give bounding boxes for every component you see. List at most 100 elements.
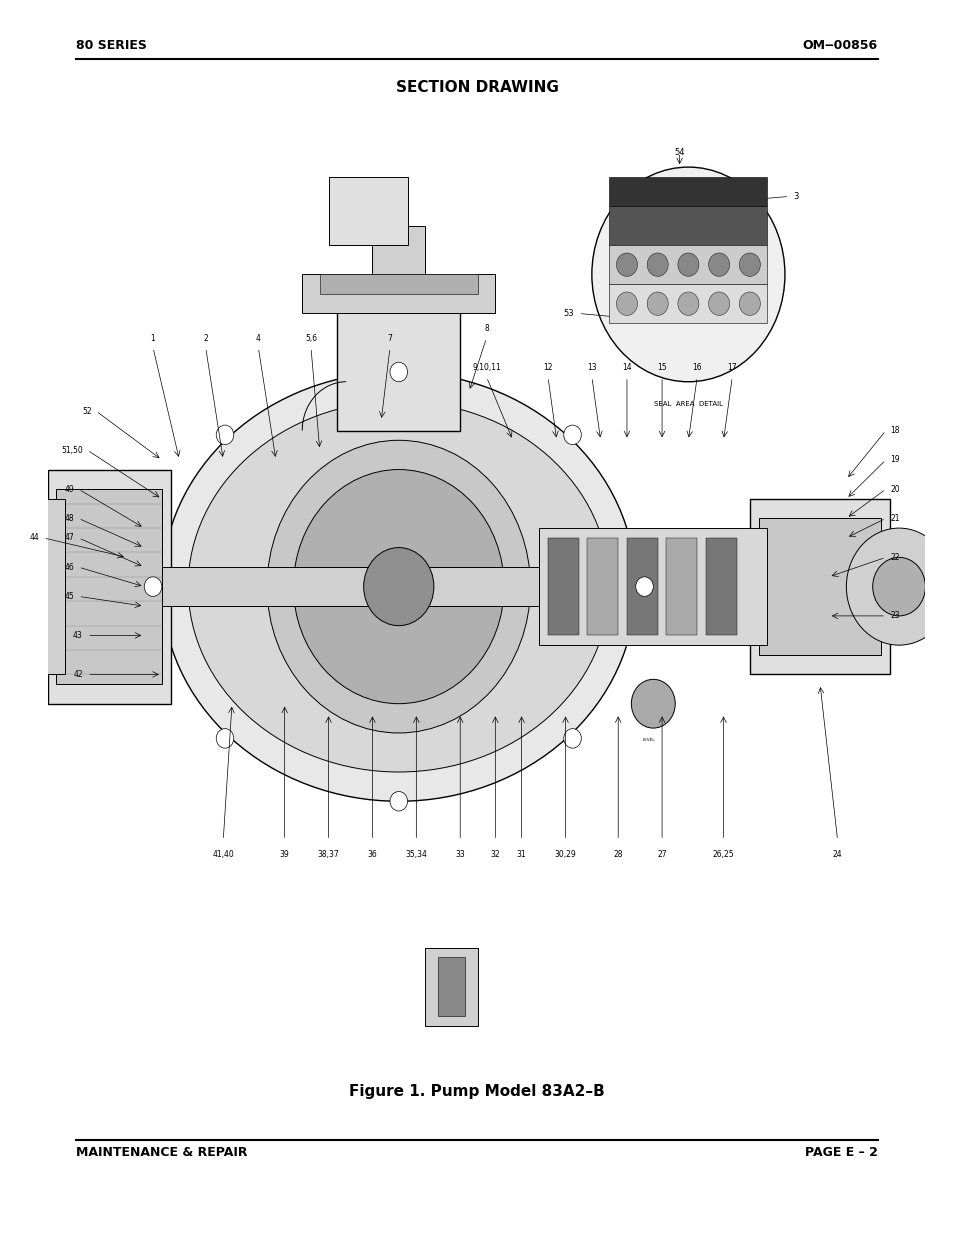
Text: 26,25: 26,25 (712, 850, 734, 860)
Text: 43: 43 (73, 631, 83, 640)
Text: 45: 45 (64, 592, 74, 601)
Text: 53: 53 (563, 309, 574, 317)
Bar (437, 957, 464, 1016)
Text: 20: 20 (889, 484, 899, 494)
Text: 21: 21 (889, 514, 899, 522)
Bar (609, 177, 766, 206)
Text: 4: 4 (255, 333, 260, 342)
Bar (302, 274, 495, 314)
Text: SECTION DRAWING: SECTION DRAWING (395, 80, 558, 95)
Ellipse shape (188, 401, 609, 772)
Text: 30,29: 30,29 (554, 850, 576, 860)
Bar (337, 294, 459, 431)
Circle shape (390, 792, 407, 811)
Text: LEVEL: LEVEL (642, 737, 655, 742)
Text: 15: 15 (657, 363, 666, 372)
Ellipse shape (162, 372, 635, 802)
Text: 36: 36 (367, 850, 377, 860)
Circle shape (144, 577, 162, 597)
Text: 31: 31 (517, 850, 526, 860)
Bar (56, 489, 162, 684)
Bar (319, 274, 477, 294)
Text: Figure 1. Pump Model 83A2–B: Figure 1. Pump Model 83A2–B (349, 1084, 604, 1099)
Text: 38,37: 38,37 (317, 850, 339, 860)
Circle shape (294, 469, 503, 704)
Text: 46: 46 (64, 563, 74, 572)
Bar (398, 567, 820, 606)
Text: 49: 49 (64, 484, 74, 494)
Bar (666, 538, 697, 636)
Circle shape (739, 253, 760, 277)
Text: 16: 16 (692, 363, 701, 372)
Circle shape (646, 253, 667, 277)
Circle shape (216, 425, 233, 445)
Text: MAINTENANCE & REPAIR: MAINTENANCE & REPAIR (76, 1146, 248, 1160)
Circle shape (646, 291, 667, 315)
Text: 54: 54 (674, 148, 684, 157)
Text: 17: 17 (727, 363, 737, 372)
Text: SEAL  AREA  DETAIL: SEAL AREA DETAIL (653, 401, 722, 408)
Text: 13: 13 (586, 363, 596, 372)
Text: 28: 28 (613, 850, 622, 860)
Text: OM‒00856: OM‒00856 (801, 38, 877, 52)
Circle shape (678, 253, 699, 277)
Bar (705, 538, 736, 636)
Bar (328, 177, 407, 245)
Text: 35,34: 35,34 (405, 850, 427, 860)
Text: 18: 18 (889, 426, 899, 435)
Text: 52: 52 (82, 406, 91, 415)
Circle shape (631, 679, 675, 729)
Bar (538, 529, 766, 645)
Bar (372, 226, 425, 274)
Text: 32: 32 (490, 850, 499, 860)
Bar (39, 499, 65, 674)
Text: 41,40: 41,40 (213, 850, 233, 860)
Bar (587, 538, 618, 636)
Circle shape (216, 729, 233, 748)
Text: 2: 2 (203, 333, 208, 342)
Bar (626, 538, 657, 636)
Circle shape (267, 440, 530, 734)
Text: 51,50: 51,50 (61, 446, 83, 454)
Bar (65, 567, 398, 606)
Text: 42: 42 (73, 669, 83, 679)
Text: 8: 8 (484, 324, 488, 333)
Bar (609, 245, 766, 284)
Circle shape (635, 577, 653, 597)
Text: 19: 19 (889, 456, 899, 464)
Circle shape (591, 167, 784, 382)
Text: 23: 23 (889, 611, 899, 620)
Circle shape (563, 729, 580, 748)
Text: 1: 1 (151, 333, 155, 342)
Circle shape (845, 529, 951, 645)
Circle shape (616, 291, 637, 315)
Circle shape (708, 291, 729, 315)
Text: 5,6: 5,6 (305, 333, 316, 342)
Text: 24: 24 (832, 850, 841, 860)
Circle shape (616, 253, 637, 277)
Bar (547, 538, 578, 636)
Text: 80 SERIES: 80 SERIES (76, 38, 147, 52)
Text: 3: 3 (793, 191, 799, 201)
Circle shape (708, 253, 729, 277)
Circle shape (739, 291, 760, 315)
Circle shape (363, 547, 434, 626)
Circle shape (678, 291, 699, 315)
Text: 7: 7 (387, 333, 392, 342)
Text: 44: 44 (30, 534, 39, 542)
Text: 39: 39 (279, 850, 290, 860)
Circle shape (872, 557, 924, 616)
Bar (749, 499, 889, 674)
Text: 47: 47 (64, 534, 74, 542)
Text: 48: 48 (65, 514, 74, 522)
Text: 22: 22 (889, 553, 899, 562)
Text: PAGE E – 2: PAGE E – 2 (804, 1146, 877, 1160)
Circle shape (563, 425, 580, 445)
Text: 33: 33 (455, 850, 465, 860)
Bar (425, 947, 477, 1025)
Bar (758, 519, 881, 655)
Bar (609, 206, 766, 245)
Text: 9,10,11: 9,10,11 (472, 363, 500, 372)
Circle shape (390, 362, 407, 382)
Text: 12: 12 (542, 363, 552, 372)
